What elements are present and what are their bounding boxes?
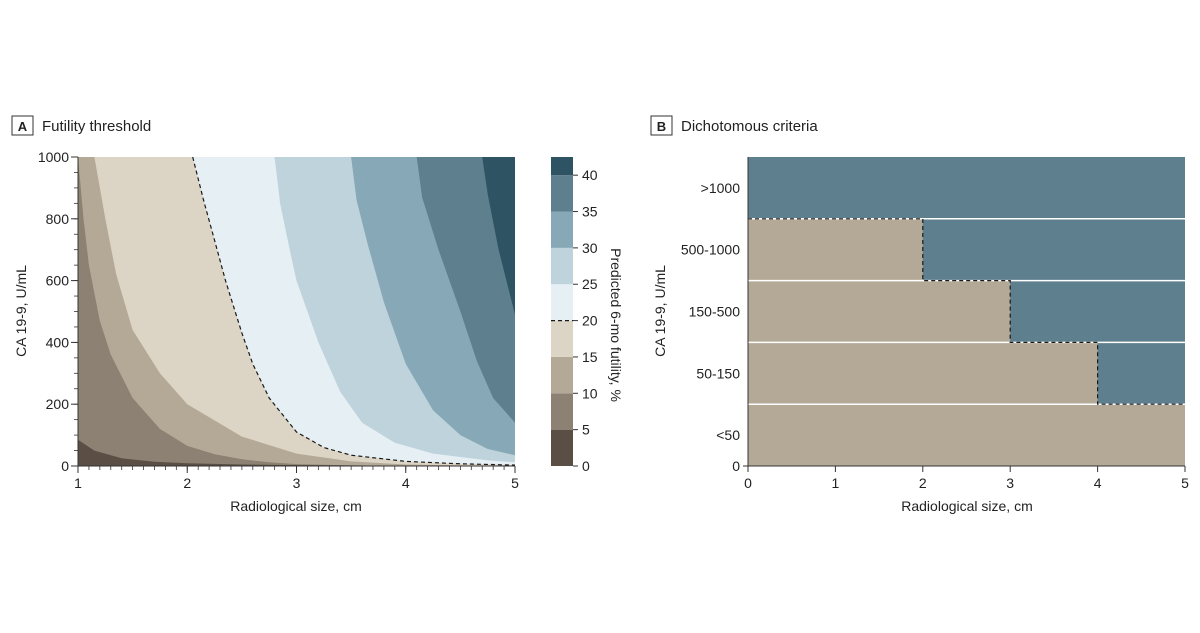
panel-a-x-tick-label: 5: [511, 475, 519, 491]
panel-b-high-risk-cell: [1097, 342, 1185, 405]
colorbar-tick-label: 10: [582, 385, 598, 401]
panel-a-y-tick-label: 0: [61, 458, 69, 474]
colorbar-tick-label: 15: [582, 349, 598, 365]
panel-a-y-tick-label: 600: [46, 273, 70, 289]
colorbar-tick-label: 25: [582, 276, 598, 292]
futility-threshold-dashed-line: [192, 157, 515, 466]
panel-b-row-label: 150-500: [689, 304, 741, 320]
panel-a-y-tick-label: 1000: [38, 149, 69, 165]
colorbar-band-0-5: [551, 429, 573, 466]
colorbar-tick-label: 20: [582, 313, 598, 329]
panel-b-row-label: <50: [716, 427, 740, 443]
panel-a-x-tick-label: 3: [293, 475, 301, 491]
panel-b-letter: B: [657, 119, 666, 134]
colorbar-tick-label: 0: [582, 458, 590, 474]
panel-a-y-tick-label: 800: [46, 211, 70, 227]
panel-a-x-tick-label: 4: [402, 475, 410, 491]
colorbar-band-15-20: [551, 320, 573, 357]
panel-b-cells: [748, 157, 1185, 466]
contour-band-below-20: [78, 157, 515, 466]
panel-a-axes: 1 2 3 4 5 0 200 400 600 800 1000: [38, 149, 519, 491]
panel-a-title: Futility threshold: [42, 118, 151, 135]
panel-b-row-label: 50-150: [696, 365, 740, 381]
panel-a-x-axis-label: Radiological size, cm: [230, 498, 362, 514]
panel-b-x-tick-label: 2: [919, 475, 927, 491]
panel-a-letter: A: [18, 119, 28, 134]
colorbar-tick-label: 5: [582, 422, 590, 438]
colorbar-band-35-40: [551, 175, 573, 212]
panel-b-x-tick-label: 4: [1094, 475, 1102, 491]
panel-b-high-risk-cell: [922, 218, 1185, 281]
panel-b-criteria-boundary: [748, 218, 1185, 405]
colorbar-tick-label: 35: [582, 204, 598, 220]
panel-b-x-tick-label: 3: [1006, 475, 1014, 491]
panel-b-letter-box: [650, 115, 673, 136]
panel-a-y-tick-label: 400: [46, 334, 70, 350]
panel-b-row-label: 500-1000: [681, 242, 740, 258]
panel-b-high-risk-cell: [1010, 280, 1185, 343]
panel-b-title: Dichotomous criteria: [681, 118, 818, 135]
colorbar-band-25-30: [551, 247, 573, 285]
colorbar-band-40-42.5: [551, 157, 573, 176]
colorbar-label: Predicted 6-mo futility, %: [608, 248, 624, 402]
colorbar-band-30-35: [551, 211, 573, 248]
panel-b-x-axis-label: Radiological size, cm: [901, 498, 1033, 514]
contour-band-below-10: [78, 157, 515, 466]
colorbar: 0 5 10 15 20 25 30 35 40 Predicted 6-mo futility…: [551, 157, 624, 474]
colorbar-band-10-15: [551, 356, 573, 394]
panel-b-x-tick-label: 5: [1181, 475, 1189, 491]
panel-b-x-tick-label: 1: [832, 475, 840, 491]
panel-b-y-zero-label: 0: [732, 458, 740, 474]
panel-b-criteria-boundary-group: [748, 218, 1185, 405]
panel-b-axes: >1000 500-1000 150-500 50-150 <50 0 1 2 3 4 5 0: [681, 157, 1189, 491]
colorbar-tick-label: 40: [582, 167, 598, 183]
colorbar-tick-label: 30: [582, 240, 598, 256]
panel-b-header: B Dichotomous criteria: [650, 115, 818, 136]
panel-b-high-risk-cell: [748, 157, 1185, 219]
panel-a-contour-bands: [78, 157, 515, 466]
colorbar-band-5-10: [551, 393, 573, 430]
colorbar-band-20-25: [551, 284, 573, 321]
panel-a-threshold-line-group: [192, 157, 515, 466]
panel-a-y-tick-label: 200: [46, 396, 70, 412]
panel-b-plot: >1000 500-1000 150-500 50-150 <50 0 1 2 3 4 5 0 Rad…: [652, 157, 1189, 514]
panel-a-header: A Futility threshold: [11, 115, 151, 136]
panel-a-letter-box: [11, 115, 34, 136]
panel-b-y-axis-label: CA 19-9, U/mL: [652, 265, 668, 357]
panel-b-x-tick-label: 0: [744, 475, 752, 491]
colorbar-bands: [551, 157, 573, 466]
panel-a-y-axis-label: CA 19-9, U/mL: [13, 265, 29, 357]
panel-a-plot: 1 2 3 4 5 0 200 400 600 800 1000 Radiological size…: [13, 149, 519, 514]
panel-a-x-tick-label: 1: [74, 475, 82, 491]
panel-b-row-label: >1000: [701, 180, 741, 196]
colorbar-ticks: 0 5 10 15 20 25 30 35 40: [573, 167, 598, 474]
panel-a-x-tick-label: 2: [183, 475, 191, 491]
